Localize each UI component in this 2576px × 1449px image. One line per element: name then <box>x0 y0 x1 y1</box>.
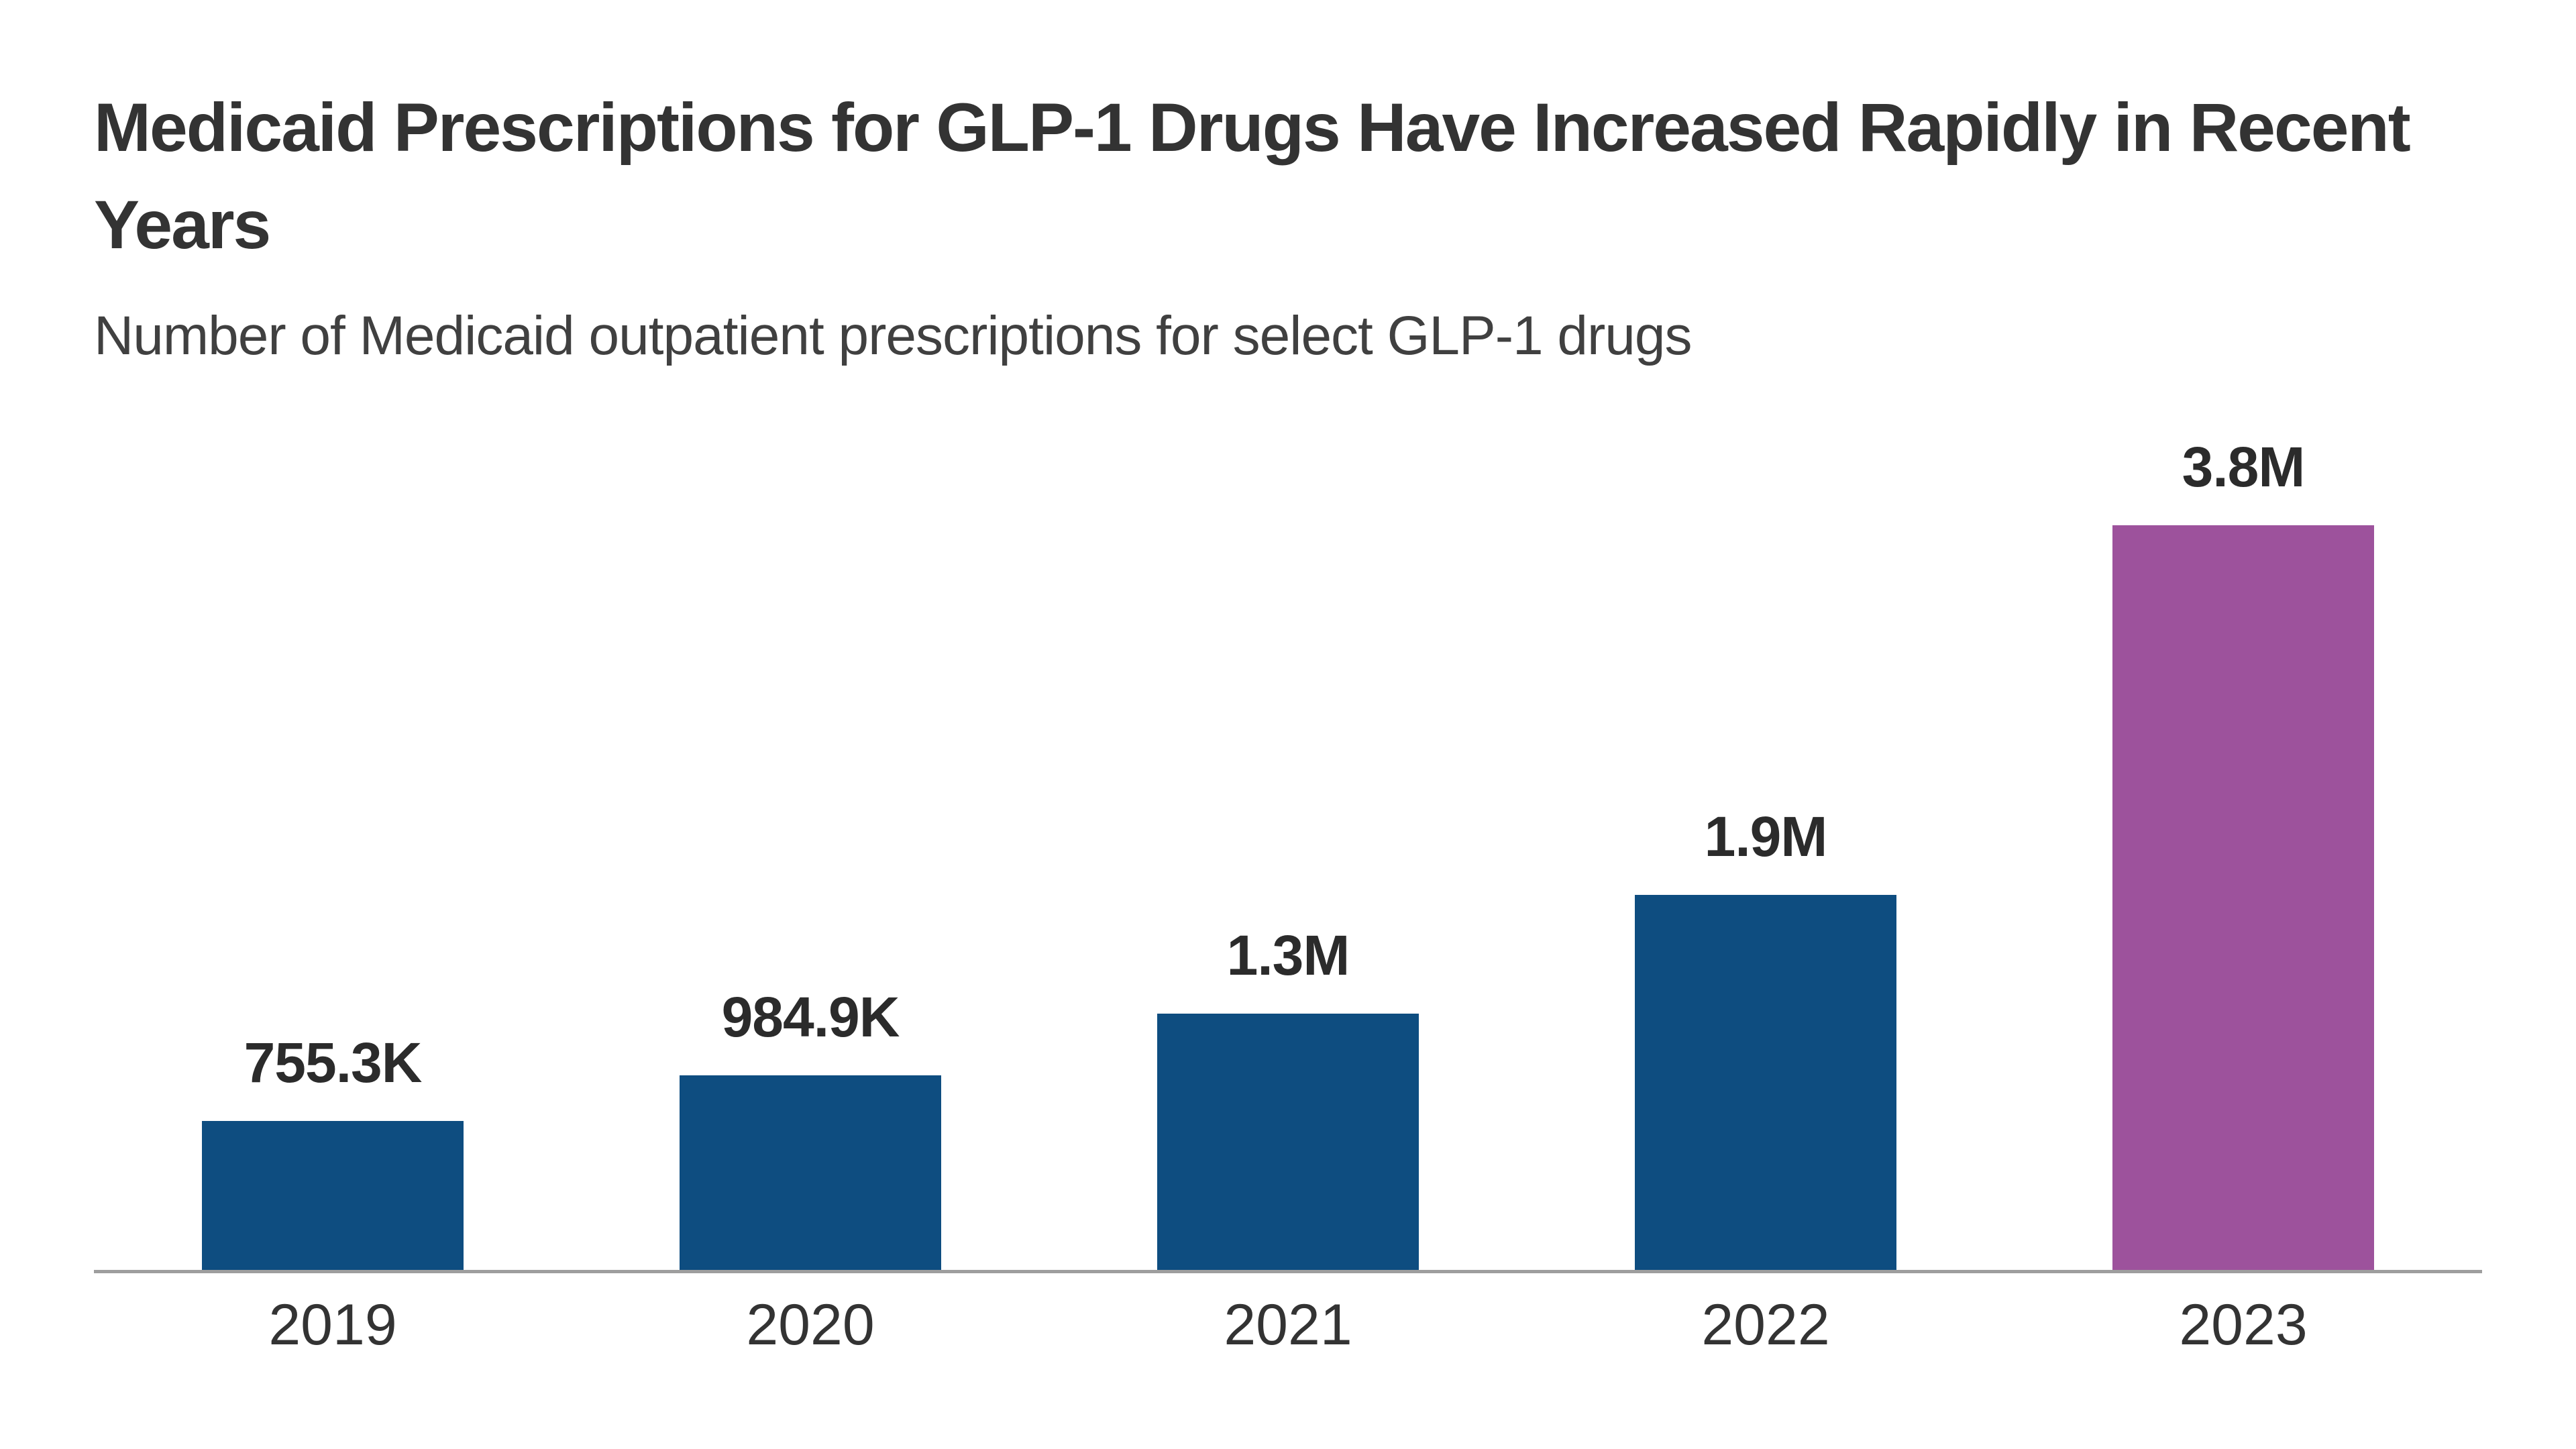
bar-value-label: 1.9M <box>1704 804 1828 868</box>
x-axis-line <box>94 1269 2482 1273</box>
bar-value-label: 755.3K <box>244 1030 423 1094</box>
x-axis-label: 2023 <box>2179 1292 2308 1357</box>
bar-column: 1.3M <box>1049 435 1527 1270</box>
chart-title: Medicaid Prescriptions for GLP-1 Drugs H… <box>94 89 2411 263</box>
bar-column: 984.9K <box>572 435 1049 1270</box>
bar-2020 <box>680 1075 941 1270</box>
x-axis-label: 2022 <box>1701 1292 1830 1357</box>
chart-subtitle: Number of Medicaid outpatient prescripti… <box>94 305 1693 366</box>
bar-chart: 755.3K 984.9K 1.3M 1.9M 3.8M 2019 2020 2021 202… <box>94 435 2482 1358</box>
x-axis-label: 2021 <box>1224 1292 1352 1357</box>
bar-value-label: 3.8M <box>2182 435 2306 498</box>
bar-column: 755.3K <box>94 435 572 1270</box>
plot-area: 755.3K 984.9K 1.3M 1.9M 3.8M <box>94 435 2482 1270</box>
bar-2021 <box>1157 1013 1419 1270</box>
bar-column: 3.8M <box>2004 435 2482 1270</box>
x-axis-labels: 2019 2020 2021 2022 2023 <box>94 1292 2482 1358</box>
bar-value-label: 1.3M <box>1226 923 1350 987</box>
x-axis-label: 2019 <box>268 1292 397 1357</box>
x-axis-label: 2020 <box>746 1292 875 1357</box>
bar-value-label: 984.9K <box>721 985 900 1049</box>
bar-column: 1.9M <box>1527 435 2004 1270</box>
bar-2019 <box>202 1120 464 1270</box>
bar-2023 <box>2112 525 2374 1270</box>
bar-2022 <box>1635 894 1896 1270</box>
